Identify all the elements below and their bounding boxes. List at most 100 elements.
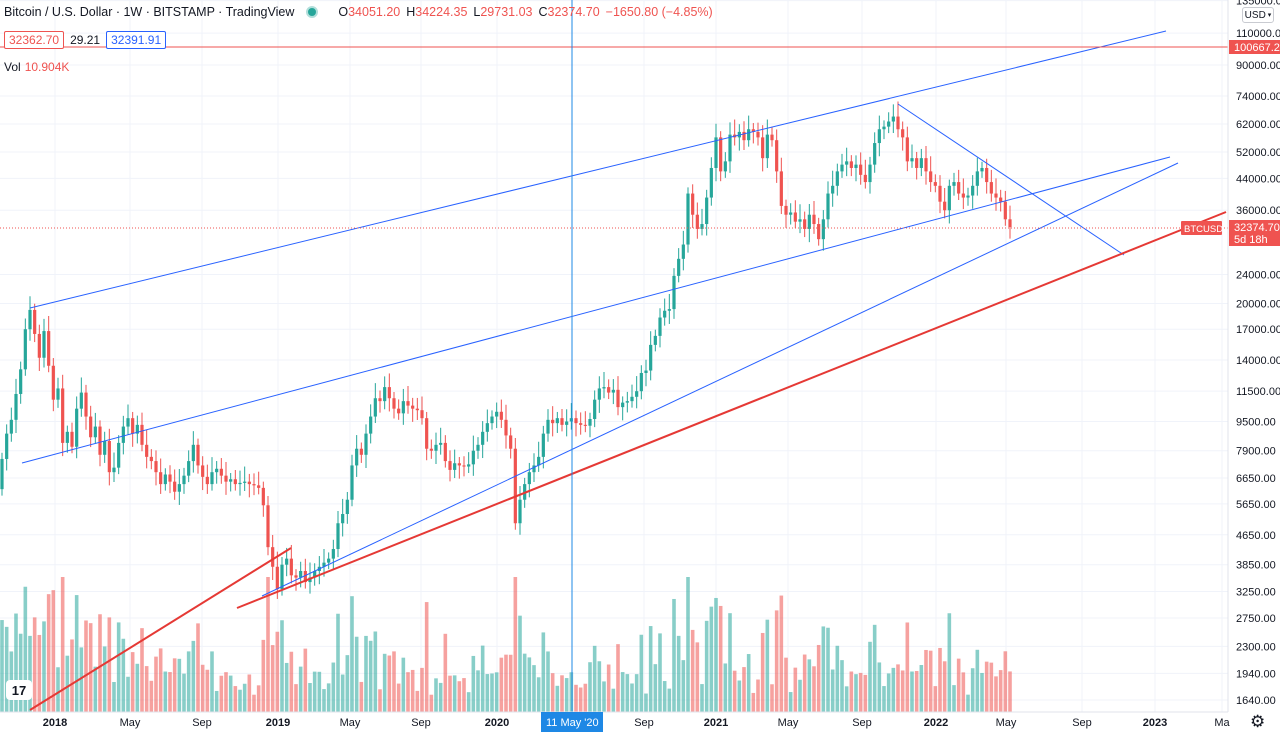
volume-bar xyxy=(784,657,788,712)
volume-bar xyxy=(406,672,410,712)
volume-bar xyxy=(970,668,975,712)
symbol-title[interactable]: Bitcoin / U.S. Dollar · 1W · BITSTAMP · … xyxy=(4,5,295,19)
volume-bar xyxy=(821,626,826,712)
price-tick-label: 3850.00 xyxy=(1236,560,1276,572)
volume-bar xyxy=(354,636,359,712)
volume-bar xyxy=(499,657,504,712)
volume-bar xyxy=(872,624,877,712)
time-tick-label: 2021 xyxy=(704,717,728,729)
volume-bar xyxy=(494,672,499,712)
candle-body xyxy=(392,398,396,409)
volume-bar xyxy=(723,663,728,712)
volume-bar xyxy=(476,670,480,712)
candle-body xyxy=(793,212,797,222)
price-tick-label: 90000.00 xyxy=(1236,60,1280,72)
volume-bar xyxy=(466,692,471,712)
volume-bar xyxy=(812,666,816,712)
early-support-red[interactable] xyxy=(29,547,292,711)
candle-body xyxy=(775,140,779,172)
time-tick-label: 2022 xyxy=(924,717,948,729)
currency-selector[interactable]: USD ▾ xyxy=(1242,7,1274,23)
volume-bar xyxy=(541,632,546,712)
candle-body xyxy=(569,418,573,422)
volume-bar xyxy=(840,660,844,712)
time-axis[interactable]: 2018 May Sep 2019 May Sep 2020 Sep 2021 May Sep 202… xyxy=(0,711,1231,732)
candle-body xyxy=(607,387,611,393)
rising-support-line[interactable] xyxy=(261,162,1179,597)
tradingview-logo-icon[interactable]: 17 xyxy=(6,680,32,700)
bid-box[interactable]: 32362.70 xyxy=(4,31,65,49)
volume-bar xyxy=(56,667,60,712)
volume-bar xyxy=(956,658,961,712)
volume-bar xyxy=(980,672,984,712)
candle-body xyxy=(383,387,387,402)
candle-body xyxy=(42,331,46,358)
candle-body xyxy=(261,487,265,506)
volume-histogram xyxy=(0,577,1012,712)
time-tick-label: Sep xyxy=(1072,717,1092,729)
trendline-drawings[interactable] xyxy=(0,30,1228,711)
candle-body xyxy=(56,388,60,400)
candle-body xyxy=(51,365,55,400)
candle-body xyxy=(1008,219,1012,228)
volume-bar xyxy=(835,645,840,712)
candle-body xyxy=(369,416,373,434)
upper-channel-line[interactable] xyxy=(29,30,1167,309)
candle-body xyxy=(303,570,307,583)
candle-body xyxy=(187,461,191,476)
long-term-support-red[interactable] xyxy=(236,211,1227,609)
volume-bar xyxy=(130,652,135,712)
volume-bar xyxy=(294,684,298,712)
candle-body xyxy=(999,197,1003,202)
volume-bar xyxy=(938,647,942,712)
volume-bar xyxy=(490,673,494,712)
volume-bar xyxy=(583,683,588,712)
candle-body xyxy=(877,129,881,144)
volume-bar xyxy=(182,673,186,712)
candle-body xyxy=(336,523,340,550)
candle-body xyxy=(765,134,769,159)
candle-body xyxy=(378,398,382,402)
volume-bar xyxy=(550,673,555,712)
time-tick-label: May xyxy=(120,717,141,729)
volume-bar xyxy=(336,613,340,712)
candle-body xyxy=(373,398,377,417)
candle-body xyxy=(905,137,909,162)
candle-body xyxy=(957,182,961,194)
candle-body xyxy=(434,444,438,451)
candle-body xyxy=(0,458,4,490)
descending-resistance-line[interactable] xyxy=(897,103,1125,256)
volume-bar xyxy=(868,641,872,712)
volume-bar xyxy=(681,660,686,712)
candle-body xyxy=(579,423,583,425)
candle-body xyxy=(635,391,639,397)
volume-bar xyxy=(774,610,779,712)
ask-box[interactable]: 32391.91 xyxy=(106,31,167,49)
volume-bar xyxy=(200,664,205,712)
candle-body xyxy=(896,116,900,130)
volume-bar xyxy=(70,639,74,712)
volume-bar xyxy=(322,689,326,712)
volume-legend: Vol 10.904K xyxy=(4,60,69,74)
candle-body xyxy=(453,463,457,470)
candle-body xyxy=(807,214,811,229)
volume-bar xyxy=(275,631,280,712)
volume-bar xyxy=(975,649,980,712)
candle-body xyxy=(653,335,657,345)
candle-body xyxy=(457,463,461,466)
volume-bar xyxy=(700,684,704,712)
price-axis[interactable]: 135000.00 110000.00 90000.00 74000.00 62000.… xyxy=(1181,0,1280,712)
candle-body xyxy=(345,499,349,515)
price-tick-label: 11500.00 xyxy=(1236,386,1280,398)
candle-body xyxy=(551,419,555,424)
volume-bar xyxy=(266,577,270,712)
candle-body xyxy=(560,418,564,425)
candle-body xyxy=(961,193,965,198)
gear-icon[interactable]: ⚙ xyxy=(1250,712,1266,731)
candle-body xyxy=(271,547,275,567)
candle-body xyxy=(322,562,326,567)
price-tick-label: 62000.00 xyxy=(1236,119,1280,131)
mid-channel-line[interactable] xyxy=(21,156,1171,464)
volume-bar xyxy=(14,613,18,712)
